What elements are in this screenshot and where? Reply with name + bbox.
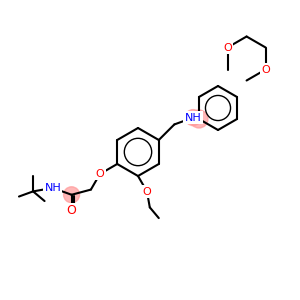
- Text: O: O: [95, 169, 104, 179]
- Circle shape: [64, 187, 80, 203]
- Text: O: O: [223, 43, 232, 52]
- Text: NH: NH: [185, 112, 202, 123]
- Text: O: O: [67, 204, 76, 217]
- Text: NH: NH: [44, 183, 61, 193]
- Text: O: O: [261, 64, 270, 74]
- Circle shape: [190, 110, 208, 128]
- Text: O: O: [142, 187, 152, 196]
- Circle shape: [185, 110, 201, 126]
